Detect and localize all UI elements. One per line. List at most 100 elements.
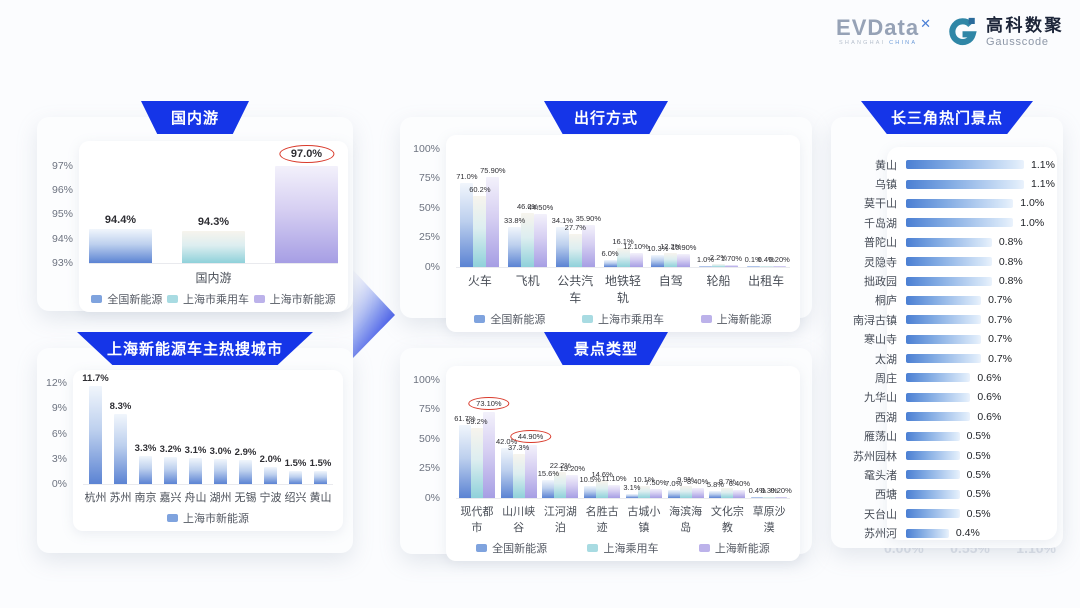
spot-label: 灵隐寺 <box>864 256 897 269</box>
bar-value-label: 35.90% <box>575 213 602 223</box>
bar-value-label: 3.1% <box>184 444 207 456</box>
bar-group: 0.1% 0.4% 0.20% <box>742 143 790 267</box>
bar: 16.1% <box>612 237 634 267</box>
bar-value-label: 0.7% <box>988 352 1013 365</box>
bar-value-label: 3.1% <box>623 483 641 493</box>
bar-track <box>906 160 1024 170</box>
bar: 1.70% <box>721 254 742 267</box>
list-item: 鼋头渚 0.5% <box>837 465 1055 484</box>
bar: 12.2% <box>660 242 681 267</box>
bar-track <box>906 179 1024 189</box>
list-item: 桐庐 0.7% <box>837 291 1055 310</box>
list-item: 千岛湖 1.0% <box>837 213 1055 232</box>
bar-value-label: 16.1% <box>612 237 634 246</box>
bar: 8.3% <box>110 401 131 484</box>
bar-value-label: 15.6% <box>537 468 560 478</box>
bar: 7.50% <box>645 478 667 498</box>
legend-swatch <box>587 544 599 552</box>
bar-value-label: 44.50% <box>527 203 554 213</box>
bar-value-label: 5.8% <box>706 480 724 490</box>
legend-label: 上海新能源 <box>716 314 772 326</box>
bar-value-label: 6.40% <box>728 479 751 489</box>
list-item: 灵隐寺 0.8% <box>837 252 1055 271</box>
legend-swatch <box>166 295 178 303</box>
y-axis: 100% 75% 50% 25% 0% <box>406 374 446 504</box>
bar-value-label: 94.3% <box>197 216 230 229</box>
bar-group: 8.3% <box>108 378 133 484</box>
y-tick-label: 95% <box>51 208 73 221</box>
bar-value-label: 59.2% <box>466 417 488 427</box>
bar: 60.2% <box>469 185 491 267</box>
legend-label: 上海市乘用车 <box>182 294 249 306</box>
bar-track <box>906 431 960 441</box>
bar <box>906 373 971 383</box>
bar-group: 3.3% <box>133 378 158 484</box>
evdata-brand-text: EVData <box>836 15 920 41</box>
legend-label: 上海新能源 <box>714 543 770 555</box>
bar: 3.1% <box>623 483 640 498</box>
bar-group: 3.0% <box>208 378 233 484</box>
legend-swatch <box>91 295 103 303</box>
card-hot-spots: 黄山 1.1% 乌镇 1.1% 莫干山 1.0% 千岛湖 1.0% 普陀山 0.8% 灵隐寺 0.8%… <box>831 117 1063 548</box>
bar-value-label: 0.4% <box>757 254 775 264</box>
bar-value-label: 1.1% <box>1031 178 1055 191</box>
bar-value-label: 0.5% <box>966 507 991 520</box>
bar-value-label: 60.2% <box>469 184 491 194</box>
bar-value-label: 8.40% <box>686 477 709 487</box>
y-tick-label: 75% <box>418 172 440 185</box>
plot-panel: 11.7% 8.3% 3.3% 3.2% 3.1% 3.0% 2.9% 2.0% 1.5% 1.5… <box>73 370 343 531</box>
legend-swatch <box>253 295 265 303</box>
bar: 94.4% <box>89 214 152 263</box>
bar-value-label: 8.7% <box>718 476 736 486</box>
bar <box>906 354 982 364</box>
spot-label: 天台山 <box>864 508 897 521</box>
evdata-x-icon: ✕ <box>920 16 931 32</box>
bar <box>906 257 992 267</box>
bar-value-label: 0.8% <box>998 255 1023 268</box>
y-axis: 12% 9% 6% 3% 0% <box>41 377 73 490</box>
banner-hot-spots: 长三角热门景点 <box>860 101 1034 134</box>
bar: 15.6% <box>538 469 559 498</box>
legend-label: 全国新能源 <box>107 294 163 306</box>
spot-label: 拙政园 <box>864 276 897 289</box>
bar-value-label: 0.5% <box>966 430 991 443</box>
x-axis-labels: 火车 飞机 公共汽车 地铁轻轨 自驾 轮船 出租车 <box>456 272 790 306</box>
bar: 8.7% <box>719 477 736 498</box>
y-tick-label: 96% <box>51 183 73 196</box>
legend-label: 上海乘用车 <box>603 543 659 555</box>
legend-label: 全国新能源 <box>492 543 548 555</box>
spot-label: 太湖 <box>875 353 897 366</box>
bar: 59.2% <box>466 417 488 498</box>
bar-value-label: 19.20% <box>559 464 586 474</box>
x-axis-title: 国内游 <box>195 271 232 285</box>
bar-track <box>906 509 960 519</box>
bar-group: 34.1% 27.7% 35.90% <box>551 143 602 267</box>
bar-track <box>906 198 1014 208</box>
flow-arrow-icon <box>353 270 395 358</box>
bar: 11.10% <box>602 474 627 498</box>
bar-value-label: 9.9% <box>677 475 695 485</box>
legend-item: 上海新能源 <box>700 311 772 327</box>
category-label: 海滨海岛 <box>669 506 703 534</box>
bar-track <box>906 334 982 344</box>
plot-panel: 71.0% 60.2% 75.90% 33.8% 46.0% 44.50% 34.1% 27.… <box>446 135 800 332</box>
plot-area: 94.4% 94.3% 97.0% <box>89 144 338 264</box>
legend-item: 上海市新能源 <box>253 291 336 307</box>
bar-track <box>906 528 949 538</box>
bar-value-label: 0.20% <box>770 485 792 495</box>
category-label: 黄山 <box>309 492 332 504</box>
bar-value-label: 46.0% <box>516 201 539 211</box>
bar-value-label: 0.4% <box>955 527 980 540</box>
banner-hot-search-cities: 上海新能源车主热搜城市 <box>76 332 314 365</box>
list-item: 九华山 0.6% <box>837 388 1055 407</box>
bar-value-label: 10.3% <box>647 243 669 253</box>
list-item: 莫干山 1.0% <box>837 194 1055 213</box>
bar <box>906 392 971 402</box>
legend-swatch <box>698 544 710 552</box>
bar: 1.5% <box>310 458 331 484</box>
bar-value-label: 0.7% <box>988 294 1013 307</box>
spot-label: 千岛湖 <box>864 217 897 230</box>
y-tick-label: 97% <box>51 159 73 172</box>
spot-label: 南浔古镇 <box>853 314 897 327</box>
bar <box>906 218 1014 228</box>
